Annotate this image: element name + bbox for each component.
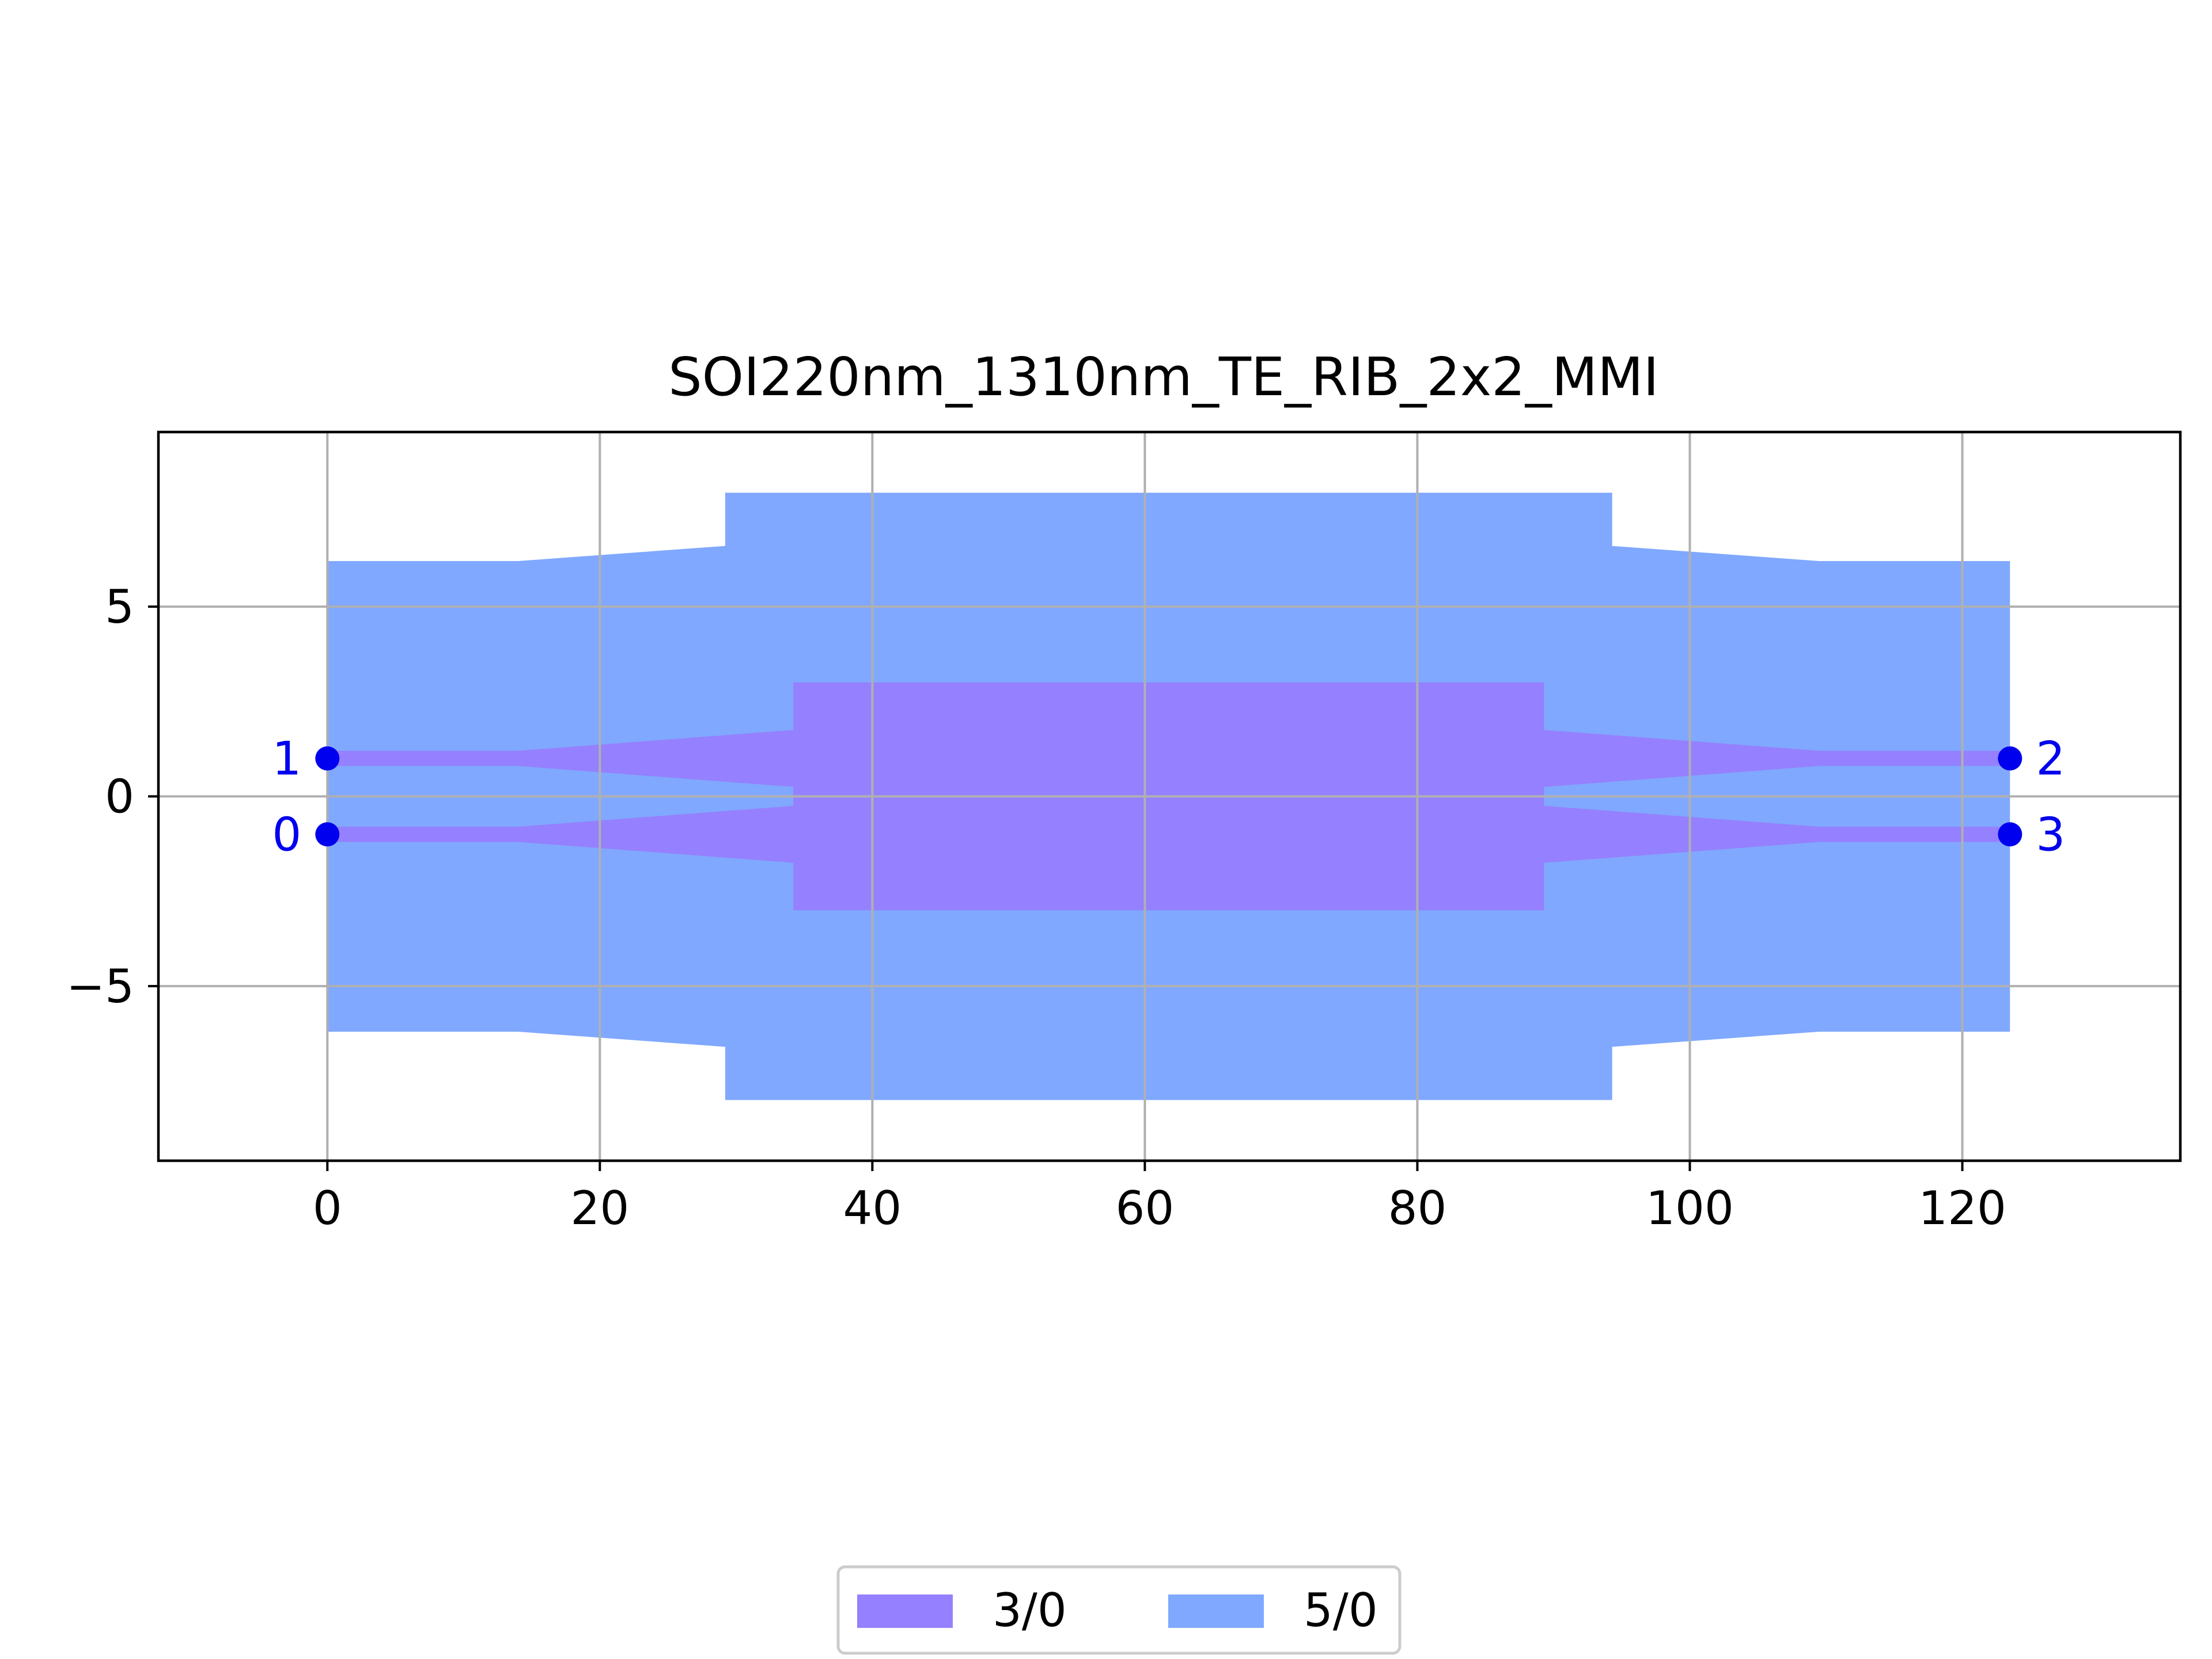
legend-swatch-5-0 [1168, 1594, 1264, 1628]
port-2-label: 2 [2036, 732, 2065, 786]
legend-swatch-3-0 [857, 1594, 953, 1628]
port-3-label: 3 [2036, 808, 2065, 861]
port-1-label: 1 [272, 732, 301, 786]
layer-3-0-polygon-2 [327, 806, 794, 863]
x-tick-label: 100 [1646, 1181, 1734, 1235]
layer-3-0-polygon-4 [1544, 806, 2010, 863]
port-3-marker [1998, 822, 2022, 847]
port-0-marker [315, 822, 340, 847]
plot-area: 0 20 40 60 80 100 120 5 0 −5 0 1 2 3 [66, 430, 2182, 1235]
legend-box [836, 1565, 1402, 1655]
legend-label-3-0: 3/0 [993, 1584, 1067, 1637]
y-tick-label: −5 [66, 960, 134, 1013]
legend: 3/0 5/0 [836, 1565, 1402, 1655]
x-tick-label: 120 [1918, 1181, 2006, 1235]
y-tick-label: 5 [105, 580, 134, 634]
port-2-marker [1998, 746, 2022, 771]
port-0-label: 0 [272, 808, 301, 861]
x-tick-label: 0 [313, 1181, 342, 1235]
legend-label-5-0: 5/0 [1304, 1584, 1378, 1637]
layer-3-0-polygon-1 [327, 730, 794, 787]
x-tick-label: 20 [570, 1181, 629, 1235]
port-1-marker [315, 746, 340, 771]
x-tick-label: 40 [843, 1181, 902, 1235]
x-tick-label: 80 [1388, 1181, 1447, 1235]
chart-title: SOI220nm_1310nm_TE_RIB_2x2_MMI [668, 346, 1658, 408]
x-tick-label: 60 [1116, 1181, 1175, 1235]
y-tick-label: 0 [105, 770, 134, 824]
layer-3-0-polygon-3 [1544, 730, 2010, 787]
